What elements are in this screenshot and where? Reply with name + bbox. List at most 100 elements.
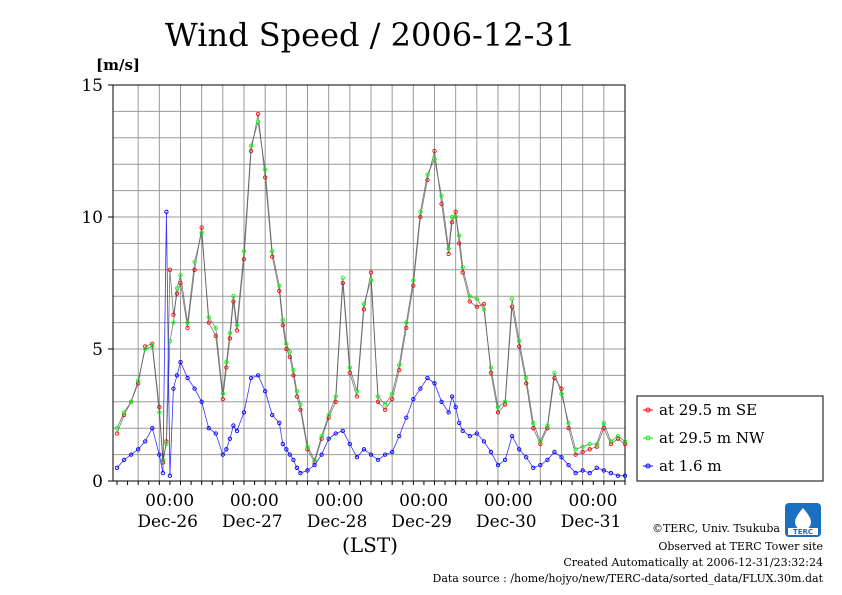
- data-point: [227, 336, 233, 341]
- data-point: [280, 323, 285, 328]
- x-day-label: Dec-26: [137, 512, 198, 532]
- x-time-label: 00:00: [399, 491, 448, 511]
- data-point: [411, 397, 416, 402]
- data-point: [517, 344, 522, 349]
- data-point: [128, 399, 134, 404]
- y-axis: 0 5 10 15: [81, 76, 113, 492]
- data-point: [174, 286, 180, 291]
- source-text: Data source : /home/hojyo/new/TERC-data/…: [433, 572, 824, 585]
- data-point: [164, 209, 169, 214]
- data-point: [566, 463, 571, 468]
- data-point: [594, 441, 599, 447]
- data-point: [291, 373, 296, 378]
- data-point: [150, 426, 155, 431]
- data-point: [136, 447, 141, 452]
- data-point: [453, 209, 458, 214]
- data-point: [227, 331, 233, 336]
- legend-swatch-marker: [645, 435, 651, 441]
- data-point: [375, 394, 381, 399]
- data-point: [432, 381, 437, 386]
- data-point: [340, 428, 345, 433]
- legend-label: at 29.5 m SE: [659, 401, 757, 419]
- data-point: [495, 463, 501, 468]
- data-point: [559, 455, 564, 460]
- grid-lines: [113, 85, 625, 481]
- data-point: [608, 470, 614, 476]
- data-point: [524, 455, 529, 460]
- data-point: [255, 119, 261, 125]
- data-point: [495, 404, 501, 410]
- data-point: [524, 375, 529, 381]
- data-point: [397, 433, 402, 439]
- data-point: [164, 441, 169, 447]
- data-point: [160, 470, 166, 476]
- data-point: [220, 452, 225, 457]
- y-axis-unit: [m/s]: [96, 56, 140, 74]
- data-point: [263, 389, 268, 394]
- series-1: [114, 111, 628, 465]
- legend: at 29.5 m SE at 29.5 m NW at 1.6 m: [636, 395, 824, 482]
- data-point: [474, 431, 479, 436]
- data-point: [284, 447, 289, 452]
- data-point: [227, 436, 233, 441]
- data-point: [474, 296, 479, 301]
- data-point: [347, 365, 352, 370]
- data-point: [608, 439, 614, 444]
- data-point: [587, 441, 592, 447]
- data-point: [284, 341, 289, 346]
- data-point: [231, 294, 236, 299]
- data-point: [192, 259, 197, 265]
- legend-box: [636, 395, 824, 482]
- data-point: [171, 320, 176, 325]
- data-point: [171, 386, 176, 391]
- data-point: [545, 423, 550, 428]
- data-point: [425, 172, 430, 177]
- data-point: [404, 415, 409, 420]
- data-point: [446, 246, 451, 251]
- series-layer: [114, 111, 628, 478]
- data-point: [453, 404, 458, 410]
- data-point: [291, 457, 296, 463]
- data-point: [241, 249, 247, 254]
- data-point: [495, 410, 501, 415]
- data-point: [439, 193, 444, 199]
- data-point: [171, 312, 176, 317]
- x-day-label: Dec-29: [391, 512, 452, 532]
- copyright-text: ©TERC, Univ. Tsukuba: [652, 522, 780, 535]
- x-time-label: 00:00: [484, 491, 533, 511]
- created-text: Created Automatically at 2006-12-31/23:3…: [563, 556, 823, 569]
- data-point: [467, 433, 472, 439]
- logo-text: TERC: [793, 528, 813, 536]
- data-point: [439, 201, 444, 206]
- data-point: [449, 220, 455, 225]
- series-line: [116, 211, 625, 477]
- data-point: [280, 441, 285, 447]
- data-point: [517, 338, 522, 344]
- data-point: [375, 457, 381, 463]
- data-point: [460, 428, 465, 433]
- data-point: [538, 463, 543, 468]
- data-point: [277, 283, 282, 288]
- data-point: [174, 373, 180, 378]
- data-point: [382, 407, 388, 412]
- data-point: [573, 447, 578, 452]
- data-point: [199, 225, 204, 230]
- data-point: [150, 341, 155, 346]
- data-point: [368, 278, 374, 283]
- series-2: [114, 119, 628, 463]
- data-point: [263, 175, 268, 180]
- data-point: [474, 304, 479, 309]
- data-point: [460, 270, 465, 275]
- legend-swatch-marker: [645, 463, 651, 469]
- data-point: [552, 370, 557, 375]
- data-point: [114, 431, 120, 436]
- data-point: [347, 441, 352, 447]
- data-point: [157, 410, 162, 415]
- data-point: [305, 468, 310, 473]
- data-point: [411, 283, 416, 288]
- data-point: [287, 349, 293, 354]
- data-point: [312, 463, 317, 468]
- data-point: [481, 301, 487, 307]
- data-point: [114, 465, 120, 470]
